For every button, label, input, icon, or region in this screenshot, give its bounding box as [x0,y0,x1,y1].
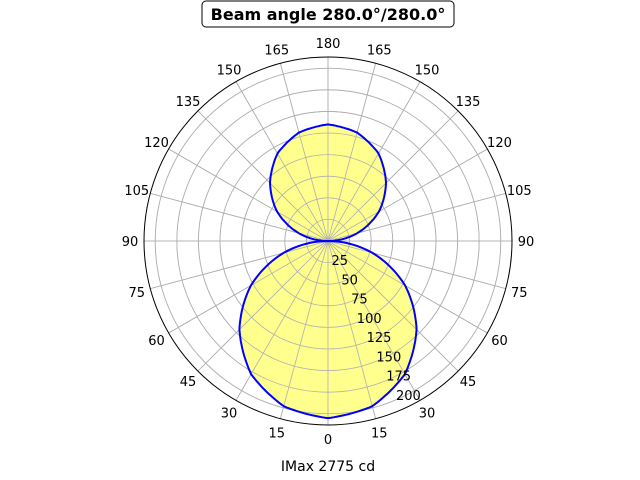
theta-gridline [235,81,329,242]
theta-tick-labels: 0 15 15 30 30 45 45 60 60 75 75 90 90 105 105 120 120 135… [122,37,535,448]
theta-tick-label: 105 [507,184,532,199]
theta-gridline [327,110,459,242]
theta-tick-label: 75 [511,286,528,301]
theta-tick-label: 15 [371,426,388,441]
theta-gridline [197,110,329,242]
theta-tick-label: 180 [316,37,341,52]
r-tick-label: 25 [332,254,349,269]
chart-title: Beam angle 280.0°/280.0° [211,5,446,24]
theta-tick-label: 60 [148,334,165,349]
intensity-curve [144,57,512,425]
theta-tick-label: 105 [124,184,149,199]
x-axis-label: IMax 2775 cd [281,459,375,475]
theta-tick-label: 135 [176,95,201,110]
intensity-line [238,123,418,420]
theta-gridline [327,81,421,242]
r-tick-label: 175 [386,370,411,385]
theta-gridline [197,240,329,372]
theta-tick-label: 120 [487,136,512,151]
theta-tick-label: 75 [128,286,145,301]
r-tick-label: 150 [376,350,401,365]
theta-tick-label: 90 [518,235,535,250]
polar-frame [143,56,513,426]
theta-gridline [168,240,329,334]
theta-tick-label: 45 [180,375,197,390]
theta-gridline [327,240,488,334]
theta-gridline [327,63,377,242]
theta-tick-label: 30 [419,406,436,421]
theta-tick-label: 60 [491,334,508,349]
theta-gridline [327,240,459,372]
theta-gridline [279,63,329,242]
theta-tick-label: 120 [144,136,169,151]
theta-gridline [168,148,329,242]
theta-tick-label: 150 [217,64,242,79]
theta-tick-label: 135 [456,95,481,110]
theta-tick-label: 45 [460,375,477,390]
theta-tick-label: 90 [122,235,139,250]
theta-gridline [327,240,506,290]
r-tick-label: 50 [341,273,358,288]
r-tick-label: 100 [357,312,382,327]
theta-tick-label: 15 [268,426,285,441]
theta-tick-label: 0 [324,433,332,448]
theta-gridline [327,148,488,242]
theta-tick-label: 165 [367,44,392,59]
r-tick-label: 200 [396,389,421,404]
title-box [201,0,455,28]
theta-gridline [327,240,377,419]
theta-gridline [150,240,329,290]
r-tick-labels: 25 50 75 100 125 150 175 200 [332,254,421,404]
theta-tick-label: 150 [415,64,440,79]
r-tick-label: 75 [351,293,368,308]
theta-tick-label: 165 [264,44,289,59]
theta-gridline [279,240,329,419]
r-tick-label: 125 [367,331,392,346]
theta-tick-label: 30 [221,406,238,421]
